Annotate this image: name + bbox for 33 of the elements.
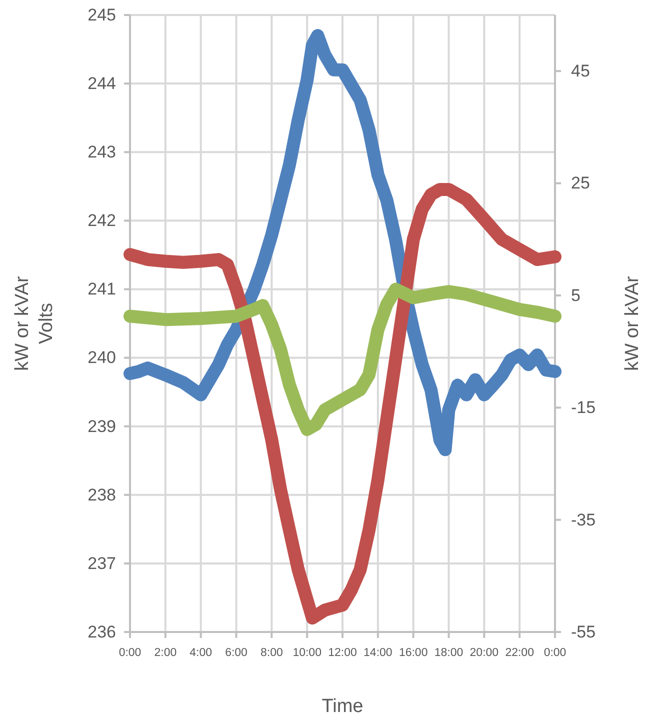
x-tick-label: 6:00 [225,647,248,660]
y-tick-label: 236 [88,622,116,642]
x-tick-label: 0:00 [118,647,142,660]
y-tick-label: 245 [88,5,116,24]
y-axis-title: Volts [36,302,57,344]
x-tick-label: 2:00 [154,647,177,660]
x-tick-label: 14:00 [364,647,392,660]
y-tick-label: 243 [88,142,116,162]
x-tick-label: 10:00 [292,647,322,660]
y2-tick-label: -35 [571,510,596,530]
x-tick-label: 0:00 [544,647,566,660]
x-tick-label: 4:00 [190,647,212,660]
y-tick-label: 244 [88,74,116,93]
y2-axis-title: kW or kVAr [622,276,643,371]
x-tick-label: 8:00 [260,647,283,660]
y-tick-label: 241 [88,280,116,299]
y2-tick-label: -55 [571,622,596,642]
y2-tick-label: 25 [571,174,590,193]
x-tick-label: 12:00 [328,647,357,660]
y2-tick-label: 5 [571,286,580,305]
x-axis-title: Time [322,696,364,717]
y-tick-label: 237 [88,554,116,573]
x-tick-label: 16:00 [398,647,428,660]
y-tick-label: 240 [88,348,116,368]
y-tick-label: 238 [88,485,116,504]
x-tick-label: 22:00 [505,647,534,660]
y2-tick-label: -15 [571,398,596,418]
x-tick-label: 20:00 [470,647,499,660]
x-tick-label: 18:00 [434,647,464,660]
y-tick-label: 242 [88,211,116,230]
y2-tick-label: 45 [571,62,590,81]
text: kW or kVAr [12,276,33,371]
y-tick-label: 239 [88,416,116,436]
